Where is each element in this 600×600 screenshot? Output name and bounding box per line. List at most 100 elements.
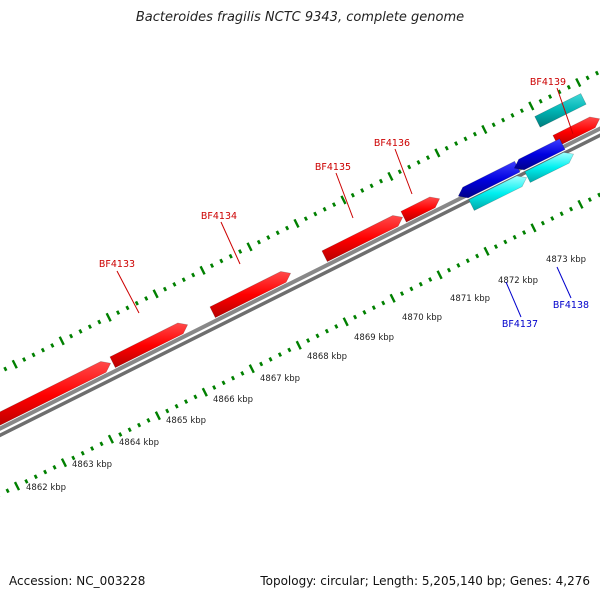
leader-line-bf4136: [394, 148, 413, 195]
scale-tick-label: 4870 kbp: [402, 313, 442, 323]
upper-scale-minor-tick: [125, 305, 130, 311]
upper-scale-minor-tick: [266, 235, 271, 240]
upper-scale-minor-tick: [407, 164, 412, 170]
upper-scale-minor-tick: [585, 75, 590, 81]
lower-scale-minor-tick: [324, 328, 329, 334]
upper-scale-minor-tick: [209, 263, 215, 269]
upper-scale-minor-tick: [285, 225, 290, 231]
upper-scale-major-tick: [58, 336, 65, 346]
lower-scale-major-tick: [107, 434, 114, 444]
upper-scale-minor-tick: [134, 300, 139, 306]
upper-scale-major-tick: [434, 148, 441, 158]
upper-scale-minor-tick: [472, 131, 477, 137]
lower-scale-minor-tick: [559, 211, 564, 217]
scale-tick-label: 4865 kbp: [166, 416, 206, 426]
lower-scale-major-tick: [577, 199, 584, 209]
lower-scale-minor-tick: [43, 469, 48, 475]
lower-scale-minor-tick: [522, 230, 527, 235]
upper-scale-minor-tick: [3, 366, 8, 372]
lower-scale-minor-tick: [550, 216, 555, 221]
leader-line-bf4137: [505, 281, 522, 318]
upper-scale-minor-tick: [416, 159, 421, 165]
lower-scale-minor-tick: [90, 446, 95, 451]
upper-scale-minor-tick: [332, 202, 337, 207]
lower-scale-major-tick: [248, 364, 255, 374]
backbone-line-upper: [0, 126, 600, 431]
lower-scale-minor-tick: [80, 450, 85, 456]
lower-scale-minor-tick: [33, 474, 38, 480]
lower-scale-minor-tick: [315, 333, 320, 339]
lower-scale-minor-tick: [456, 263, 461, 268]
lower-scale-minor-tick: [446, 267, 452, 273]
feature-track: [0, 93, 600, 426]
lower-scale-minor-tick: [71, 455, 76, 461]
lower-scale-minor-tick: [221, 380, 226, 386]
upper-scale-minor-tick: [557, 89, 562, 95]
lower-scale-minor-tick: [5, 488, 10, 494]
leader-line-bf4134: [220, 221, 241, 265]
footer-summary: Topology: circular; Length: 5,205,140 bp…: [260, 574, 590, 588]
lower-scale-minor-tick: [306, 338, 311, 343]
upper-scale-minor-tick: [97, 319, 102, 325]
gene-arrow-bf4135: [321, 215, 404, 263]
lower-scale-minor-tick: [240, 371, 245, 376]
upper-scale-major-tick: [105, 312, 112, 322]
scale-tick-label: 4871 kbp: [450, 294, 490, 304]
upper-scale-minor-tick: [397, 169, 402, 175]
upper-scale-major-tick: [387, 171, 394, 181]
leader-line-bf4139: [556, 87, 574, 135]
gene-label-bf4138: BF4138: [553, 300, 589, 311]
upper-scale-minor-tick: [191, 272, 196, 278]
scale-tick-label: 4866 kbp: [213, 395, 253, 405]
upper-scale-minor-tick: [463, 136, 468, 142]
upper-scale-minor-tick: [360, 188, 365, 193]
upper-scale-major-tick: [340, 195, 347, 205]
scale-tick-label: 4872 kbp: [498, 276, 538, 286]
upper-scale-minor-tick: [547, 94, 553, 99]
lower-scale-minor-tick: [418, 281, 423, 287]
genes-value: 4,276: [555, 574, 590, 588]
lower-scale-minor-tick: [540, 220, 545, 226]
upper-scale-minor-tick: [594, 70, 600, 76]
lower-scale-minor-tick: [230, 375, 236, 381]
lower-scale-minor-tick: [183, 399, 189, 404]
genes-label: Genes:: [509, 574, 552, 588]
gene-arrow-bf4133: [109, 322, 189, 369]
upper-scale-minor-tick: [378, 178, 384, 184]
lower-scale-minor-tick: [475, 253, 480, 259]
upper-scale-minor-tick: [350, 192, 355, 198]
lower-scale-minor-tick: [193, 394, 198, 400]
upper-scale-minor-tick: [40, 347, 45, 353]
lower-scale-minor-tick: [399, 291, 405, 296]
scale-tick-label: 4869 kbp: [354, 333, 394, 343]
lower-scale-major-tick: [530, 223, 537, 233]
lower-scale-minor-tick: [118, 432, 123, 437]
lower-scale-minor-tick: [259, 361, 264, 367]
upper-scale-minor-tick: [444, 145, 449, 151]
page-title: Bacteroides fragilis NCTC 9343, complete…: [135, 10, 465, 25]
upper-scale-minor-tick: [303, 216, 308, 222]
lower-scale-minor-tick: [428, 277, 433, 282]
lower-scale-major-tick: [436, 270, 443, 280]
lower-scale-minor-tick: [503, 239, 508, 245]
scale-tick-label: 4862 kbp: [26, 483, 66, 493]
upper-scale-major-tick: [575, 77, 582, 88]
lower-scale-minor-tick: [362, 310, 367, 315]
upper-scale-minor-tick: [172, 282, 177, 287]
upper-scale-minor-tick: [425, 155, 431, 161]
upper-scale-minor-tick: [491, 122, 496, 128]
scale-track: [0, 70, 600, 497]
accession-value: NC_003228: [76, 574, 146, 588]
gene-arrow-bf4136: [400, 196, 441, 223]
lower-scale-minor-tick: [409, 286, 414, 292]
lower-scale-minor-tick: [465, 258, 470, 264]
upper-scale-minor-tick: [510, 113, 515, 118]
lower-scale-minor-tick: [99, 441, 104, 447]
upper-scale-major-tick: [199, 265, 206, 275]
upper-scale-major-tick: [246, 242, 253, 252]
lower-scale-minor-tick: [127, 427, 132, 433]
upper-scale-minor-tick: [144, 296, 149, 301]
lower-scale-minor-tick: [277, 352, 283, 358]
upper-scale-minor-tick: [22, 357, 27, 362]
